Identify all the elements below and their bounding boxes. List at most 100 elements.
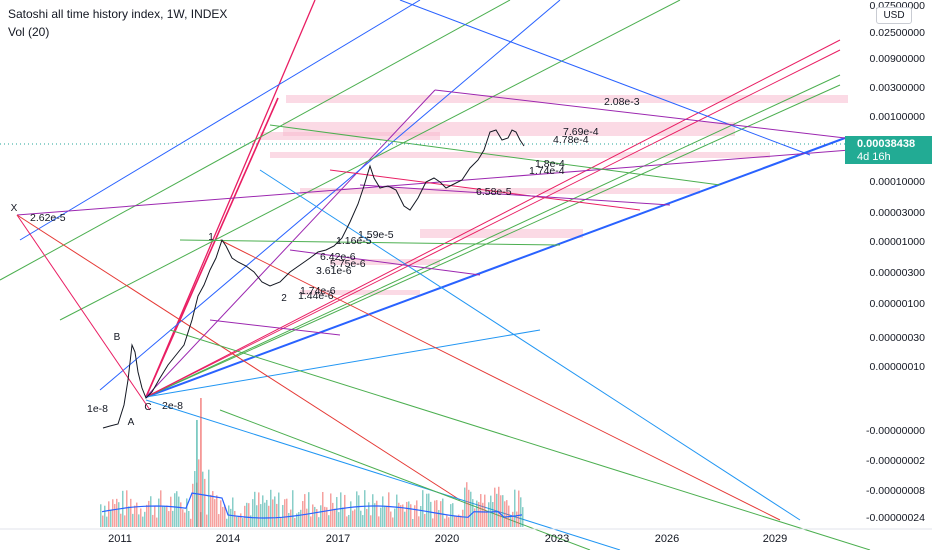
volume-bar — [286, 498, 288, 527]
zone-rect — [270, 152, 770, 158]
level-label: 1.8e-4 — [535, 158, 565, 170]
volume-bar — [356, 491, 358, 527]
trendline — [16, 214, 151, 411]
volume-bar — [130, 498, 132, 527]
trendline — [219, 239, 781, 521]
volume-bar — [162, 505, 164, 527]
volume-bar — [462, 509, 464, 527]
trendline — [145, 399, 621, 550]
volume-bar — [350, 501, 352, 527]
x-tick-label: 2029 — [763, 533, 787, 545]
y-tick-label: -0.00000024 — [866, 512, 925, 524]
volume-bar — [360, 510, 362, 527]
volume-bar — [364, 490, 366, 527]
volume-bar — [490, 495, 492, 527]
level-label: 5.75e-6 — [330, 258, 366, 270]
volume-bar — [342, 507, 344, 527]
volume-bar — [328, 515, 330, 527]
volume-bar — [188, 510, 190, 527]
volume-bar — [420, 506, 422, 527]
volume-bar — [116, 498, 118, 527]
y-tick-label: 0.00010000 — [870, 176, 926, 188]
volume-bar — [478, 502, 480, 527]
volume-bar — [432, 518, 434, 527]
trendline — [289, 249, 481, 276]
x-tick-label: 2020 — [435, 533, 459, 545]
currency-button[interactable]: USD — [876, 7, 912, 24]
volume-bar — [438, 510, 440, 527]
volume-bar — [242, 518, 244, 527]
trendline — [99, 0, 561, 391]
volume-bar — [494, 487, 496, 527]
volume-bar — [136, 502, 138, 527]
volume-bar — [150, 496, 152, 527]
volume-bar — [392, 517, 394, 527]
volume-bar — [410, 504, 412, 527]
volume-bar — [380, 507, 382, 527]
volume-bar — [198, 459, 200, 527]
volume-bar — [516, 511, 518, 527]
volume-bar — [430, 501, 432, 527]
volume-bar — [226, 518, 228, 527]
volume-bar — [384, 505, 386, 527]
volume-bar — [172, 510, 174, 527]
volume-bar — [118, 502, 120, 527]
volume-bar — [470, 491, 472, 527]
volume-indicator-label[interactable]: Vol (20) — [8, 25, 50, 39]
volume-bar — [160, 490, 162, 527]
volume-bar — [236, 516, 238, 527]
volume-bar — [460, 515, 462, 527]
chart-title: Satoshi all time history index, 1W, INDE… — [8, 7, 228, 21]
trendline — [145, 329, 541, 398]
volume-bar — [202, 471, 204, 527]
x-tick-label: 2017 — [326, 533, 350, 545]
volume-bar — [522, 507, 524, 527]
volume-bar — [190, 518, 192, 527]
volume-bar — [318, 517, 320, 527]
volume-bar — [268, 505, 270, 527]
volume-bar — [332, 502, 334, 527]
volume-bar — [128, 506, 130, 527]
volume-bar — [374, 503, 376, 527]
volume-bar — [148, 500, 150, 527]
volume-bar — [144, 511, 146, 527]
volume-bar — [408, 501, 410, 527]
volume-bar — [426, 493, 428, 527]
volume-bar — [320, 505, 322, 527]
y-tick-label: 0.00100000 — [870, 111, 926, 123]
volume-bar — [488, 502, 490, 527]
volume-bar — [192, 483, 194, 527]
volume-bar — [164, 505, 166, 527]
volume-bar — [442, 498, 444, 527]
level-label: 6.42e-6 — [320, 251, 356, 263]
volume-bar — [492, 502, 494, 527]
y-tick-label: -0.00000008 — [866, 485, 925, 497]
trendline — [434, 89, 846, 139]
volume-bar — [464, 487, 466, 527]
volume-bar — [340, 492, 342, 527]
volume-bar — [418, 516, 420, 527]
volume-bar — [416, 500, 418, 527]
volume-bar — [280, 517, 282, 527]
trendline — [145, 84, 841, 398]
volume-bar — [218, 514, 220, 527]
wave-label: C — [144, 402, 151, 413]
volume-bar — [298, 512, 300, 527]
volume-bar — [290, 509, 292, 527]
level-label: 1.74e-4 — [529, 165, 565, 177]
trendline — [16, 214, 461, 501]
y-tick-label: 0.02500000 — [870, 27, 926, 39]
volume-bar — [252, 499, 254, 527]
level-label: 7.69e-4 — [563, 126, 599, 138]
volume-bar — [208, 469, 210, 527]
volume-bar — [108, 501, 110, 527]
volume-bar — [206, 514, 208, 527]
volume-bar — [372, 494, 374, 527]
volume-bar — [388, 492, 390, 527]
volume-bar — [156, 517, 158, 527]
volume-bar — [114, 504, 116, 527]
volume-bar — [138, 514, 140, 527]
volume-bar — [466, 482, 468, 527]
last-price-tag: 0.00038438 4d 16h — [845, 136, 932, 164]
